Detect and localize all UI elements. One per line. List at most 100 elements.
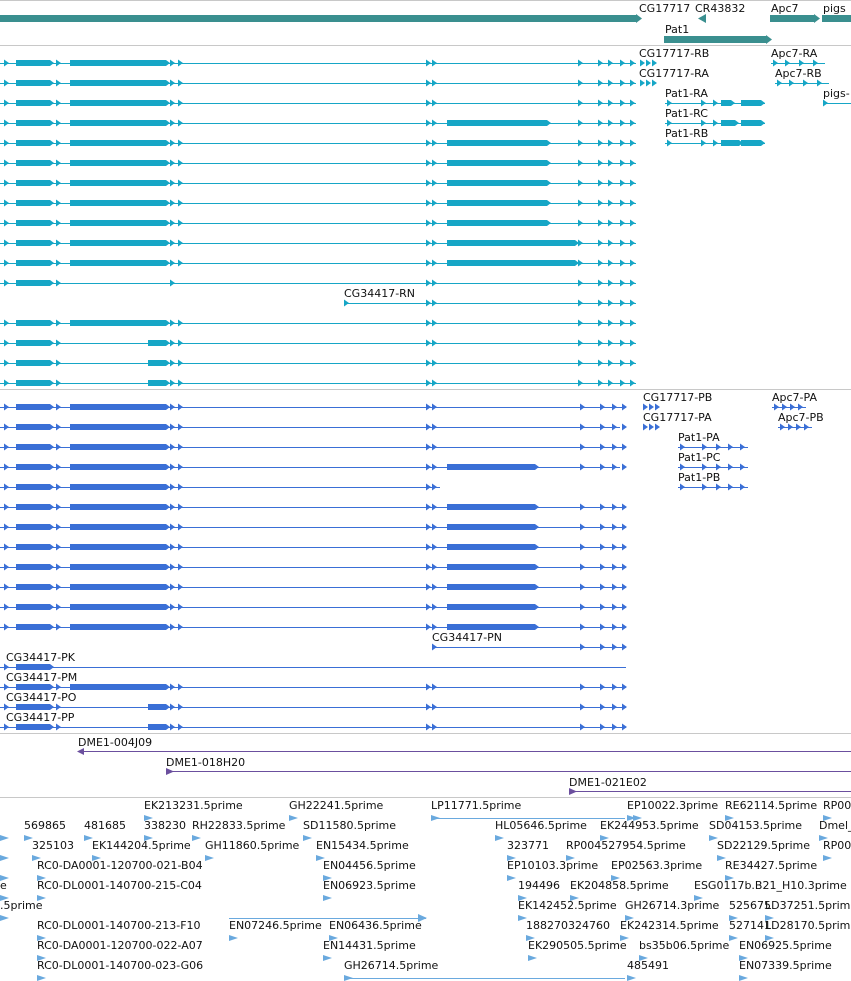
est-feature[interactable] (633, 815, 642, 821)
cds-feature[interactable] (4, 703, 9, 711)
transcript-feature[interactable] (620, 359, 625, 367)
transcript-feature[interactable] (426, 219, 431, 227)
transcript-feature[interactable] (170, 79, 175, 87)
cds-feature[interactable] (178, 523, 183, 531)
transcript-feature[interactable] (166, 80, 170, 86)
cds-feature[interactable] (70, 424, 166, 430)
est-label[interactable]: HL05646.5prime (495, 819, 587, 832)
transcript-feature[interactable] (608, 199, 613, 207)
transcript-feature[interactable] (620, 119, 625, 127)
transcript-feature[interactable] (608, 179, 613, 187)
est-label[interactable]: RC0-DA0001-120700-021-B04 (37, 859, 203, 872)
transcript-feature[interactable] (652, 59, 657, 67)
cds-feature[interactable] (580, 503, 585, 511)
transcript-feature[interactable] (630, 279, 635, 287)
transcript-feature[interactable] (713, 139, 718, 147)
est-feature[interactable] (32, 855, 41, 861)
cds-feature[interactable] (16, 504, 50, 510)
clone-label[interactable]: DME1-018H20 (166, 756, 245, 769)
cds-feature[interactable] (600, 543, 605, 551)
cds-feature[interactable] (166, 704, 170, 710)
cds-feature[interactable] (600, 443, 605, 451)
cds-feature[interactable] (50, 564, 54, 570)
est-label[interactable]: SD11580.5prime (303, 819, 396, 832)
est-label[interactable]: EN04456.5prime (323, 859, 416, 872)
cds-feature[interactable] (170, 403, 175, 411)
transcript-feature[interactable] (761, 120, 765, 126)
transcript-feature[interactable] (598, 59, 603, 67)
transcript-feature[interactable] (630, 59, 635, 67)
transcript-feature[interactable] (578, 79, 583, 87)
transcript-feature[interactable] (608, 139, 613, 147)
est-label[interactable]: LD28170.5prime (765, 919, 851, 932)
cds-feature[interactable] (580, 463, 585, 471)
est-feature[interactable] (518, 915, 527, 921)
transcript-feature[interactable] (70, 80, 166, 86)
cds-feature[interactable] (70, 504, 166, 510)
cds-feature[interactable] (166, 484, 170, 490)
est-label[interactable]: 481685 (84, 819, 126, 832)
gene-feature[interactable] (766, 35, 772, 44)
cds-feature[interactable] (600, 523, 605, 531)
cds-feature[interactable] (680, 443, 685, 451)
cds-feature[interactable] (166, 604, 170, 610)
cds-feature[interactable] (432, 583, 437, 591)
cds-feature[interactable] (70, 564, 166, 570)
est-label[interactable]: 527141 (729, 919, 771, 932)
transcript-feature[interactable] (620, 139, 625, 147)
cds-feature[interactable] (600, 503, 605, 511)
est-label[interactable]: RH22833.5prime (192, 819, 286, 832)
est-feature[interactable] (418, 914, 427, 922)
transcript-feature[interactable] (432, 219, 437, 227)
est-feature[interactable] (627, 975, 636, 981)
transcript-feature[interactable] (803, 79, 808, 87)
cds-feature[interactable] (56, 703, 61, 711)
cds-feature[interactable] (170, 483, 175, 491)
transcript-feature[interactable] (178, 239, 183, 247)
transcript-feature[interactable] (170, 259, 175, 267)
cds-feature[interactable] (447, 524, 535, 530)
cds-feature[interactable] (170, 603, 175, 611)
est-feature[interactable] (739, 975, 748, 981)
est-label[interactable]: RP004527954.5prime (566, 839, 686, 852)
transcript-feature[interactable] (178, 339, 183, 347)
est-feature[interactable] (495, 835, 504, 841)
transcript-label[interactable]: pigs- (823, 87, 850, 100)
est-label[interactable]: e (0, 879, 7, 892)
transcript-feature[interactable] (630, 239, 635, 247)
transcript-feature[interactable] (432, 339, 437, 347)
transcript-feature[interactable] (16, 280, 50, 286)
transcript-label[interactable]: Apc7-RB (775, 67, 822, 80)
cds-feature[interactable] (622, 503, 627, 511)
cds-feature[interactable] (178, 483, 183, 491)
transcript-feature[interactable] (701, 119, 706, 127)
cds-feature[interactable] (774, 403, 779, 411)
cds-feature[interactable] (50, 504, 54, 510)
cds-feature[interactable] (782, 403, 787, 411)
transcript-feature[interactable] (426, 139, 431, 147)
transcript-feature[interactable] (426, 379, 431, 387)
cds-feature[interactable] (426, 523, 431, 531)
est-feature[interactable] (0, 875, 9, 881)
cds-feature[interactable] (728, 443, 733, 451)
transcript-label[interactable]: CG34417-RN (344, 287, 415, 300)
cds-feature[interactable] (600, 603, 605, 611)
transcript-feature[interactable] (630, 119, 635, 127)
cds-feature[interactable] (50, 724, 54, 730)
cds-feature[interactable] (426, 583, 431, 591)
transcript-feature[interactable] (56, 259, 61, 267)
gene-feature[interactable] (822, 15, 851, 22)
cds-feature[interactable] (728, 463, 733, 471)
transcript-feature[interactable] (447, 180, 547, 186)
est-feature[interactable] (329, 935, 338, 941)
est-label[interactable]: EK213231.5prime (144, 799, 243, 812)
cds-feature[interactable] (680, 483, 685, 491)
transcript-feature[interactable] (620, 79, 625, 87)
cds-feature[interactable] (70, 524, 166, 530)
est-feature[interactable] (205, 855, 214, 861)
cds-feature[interactable] (4, 683, 9, 691)
transcript-feature[interactable] (70, 120, 166, 126)
transcript-feature[interactable] (344, 299, 349, 307)
transcript-feature[interactable] (630, 339, 635, 347)
transcript-feature[interactable] (608, 99, 613, 107)
